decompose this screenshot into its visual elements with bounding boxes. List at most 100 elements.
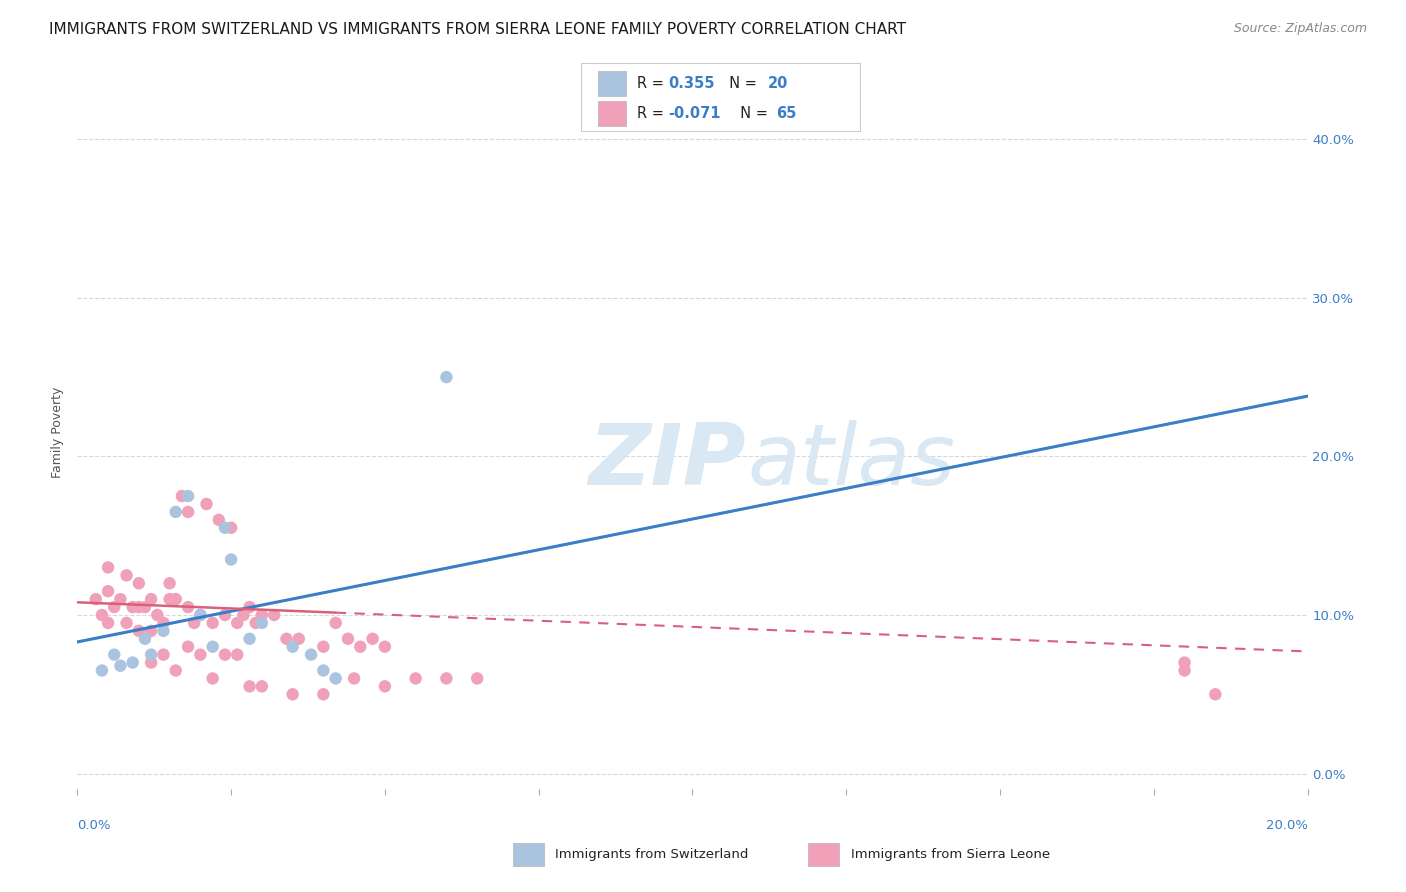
Point [97, 560, 120, 574]
Point [165, 505, 187, 519]
Point [343, 672, 366, 686]
Point [177, 600, 200, 615]
Point [103, 600, 125, 615]
Point [170, 489, 193, 503]
Point [245, 615, 267, 630]
Point [128, 576, 150, 591]
Point [84, 592, 107, 607]
Text: N =: N = [720, 76, 762, 91]
Point [121, 600, 143, 615]
Point [141, 648, 163, 662]
Point [115, 568, 138, 582]
Point [134, 632, 156, 646]
Text: 65: 65 [776, 106, 796, 121]
Point [208, 513, 231, 527]
Point [288, 632, 311, 646]
Point [165, 664, 187, 678]
Text: R =: R = [637, 76, 668, 91]
Point [121, 656, 143, 670]
Point [159, 576, 181, 591]
Point [250, 679, 273, 693]
Text: 20.0%: 20.0% [1265, 819, 1308, 831]
Point [195, 497, 218, 511]
Point [337, 632, 360, 646]
Point [97, 584, 120, 599]
Point [276, 632, 298, 646]
Point [219, 552, 242, 566]
Point [110, 658, 132, 673]
Point [188, 607, 212, 622]
Point [281, 640, 304, 654]
Point [188, 648, 212, 662]
Point [226, 648, 249, 662]
Point [226, 615, 249, 630]
Point [1204, 687, 1226, 701]
Point [177, 489, 200, 503]
Text: R =: R = [637, 106, 668, 121]
Point [214, 648, 236, 662]
Point [219, 521, 242, 535]
Point [110, 592, 132, 607]
Point [90, 607, 114, 622]
Text: 20: 20 [768, 76, 787, 91]
Point [312, 664, 335, 678]
Y-axis label: Family Poverty: Family Poverty [51, 387, 65, 478]
Point [239, 679, 262, 693]
Point [361, 632, 384, 646]
Text: Immigrants from Sierra Leone: Immigrants from Sierra Leone [851, 848, 1050, 861]
Point [325, 615, 347, 630]
Point [312, 640, 335, 654]
Point [214, 607, 236, 622]
Point [152, 648, 174, 662]
Point [90, 664, 114, 678]
Text: 0.0%: 0.0% [77, 819, 111, 831]
Point [299, 648, 322, 662]
Text: ZIP: ZIP [588, 419, 745, 503]
Point [128, 624, 150, 638]
Point [436, 370, 458, 384]
Point [146, 607, 169, 622]
Text: atlas: atlas [748, 419, 956, 503]
Point [134, 600, 156, 615]
Point [281, 687, 304, 701]
Point [188, 607, 212, 622]
Point [141, 592, 163, 607]
Text: N =: N = [731, 106, 773, 121]
Point [405, 672, 427, 686]
Point [436, 672, 458, 686]
Point [349, 640, 371, 654]
Point [183, 615, 205, 630]
Text: Immigrants from Switzerland: Immigrants from Switzerland [555, 848, 749, 861]
Point [239, 632, 262, 646]
Point [152, 615, 174, 630]
Point [1174, 656, 1197, 670]
Point [152, 624, 174, 638]
Point [465, 672, 488, 686]
Point [97, 615, 120, 630]
Point [312, 687, 335, 701]
Text: IMMIGRANTS FROM SWITZERLAND VS IMMIGRANTS FROM SIERRA LEONE FAMILY POVERTY CORRE: IMMIGRANTS FROM SWITZERLAND VS IMMIGRANT… [49, 22, 907, 37]
Point [374, 679, 396, 693]
Point [325, 672, 347, 686]
Point [165, 592, 187, 607]
Text: -0.071: -0.071 [668, 106, 720, 121]
Point [115, 615, 138, 630]
Point [201, 640, 224, 654]
Point [128, 600, 150, 615]
Point [141, 624, 163, 638]
Point [1174, 664, 1197, 678]
Point [263, 607, 285, 622]
Point [239, 600, 262, 615]
Point [141, 656, 163, 670]
Point [201, 615, 224, 630]
Point [201, 672, 224, 686]
Point [232, 607, 254, 622]
Point [214, 521, 236, 535]
Point [159, 592, 181, 607]
Point [374, 640, 396, 654]
Point [177, 640, 200, 654]
Point [250, 615, 273, 630]
Point [103, 648, 125, 662]
Point [177, 505, 200, 519]
Point [250, 607, 273, 622]
